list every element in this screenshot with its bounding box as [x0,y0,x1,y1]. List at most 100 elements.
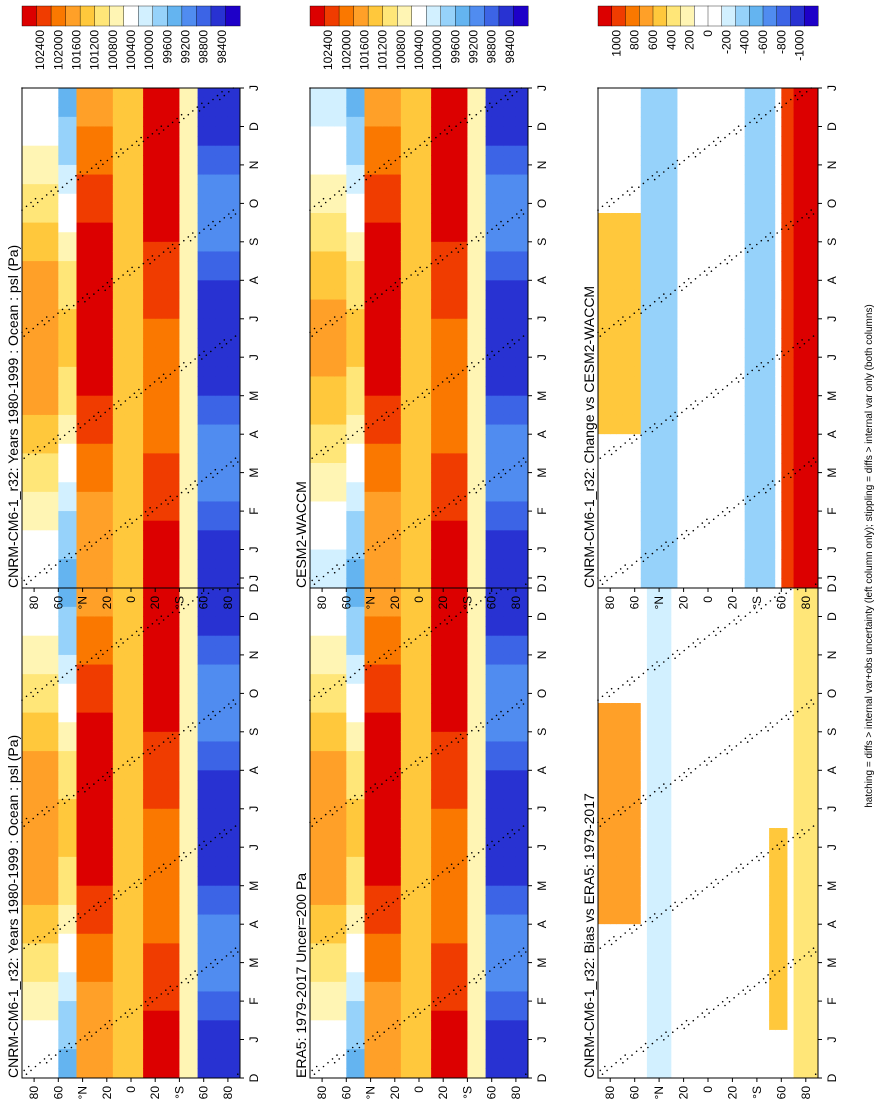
heatmap-cell [76,799,84,810]
heatmap-cell [412,1001,420,1012]
heatmap-cell [610,703,617,714]
heatmap-cell [455,847,462,858]
heatmap-cell [461,904,468,916]
heatmap-cell [358,760,365,771]
heatmap-cell [155,866,162,877]
heatmap-cell [388,972,396,983]
heatmap-cell [388,933,396,944]
heatmap-cell [497,972,505,983]
heatmap-cell [22,895,29,906]
heatmap-cell [52,924,59,935]
heatmap-cell [64,914,71,925]
heatmap-cell [646,597,654,608]
heatmap-cell [167,1020,174,1031]
heatmap-cell [52,1068,59,1079]
heatmap-cell [640,645,648,656]
stipple-dot [358,1046,361,1049]
heatmap-cell [76,1068,84,1079]
heatmap-cell [161,597,168,608]
heatmap-cell [131,972,138,983]
heatmap-cell [388,654,396,666]
heatmap-cell [455,962,462,973]
heatmap-cell [161,914,168,925]
heatmap-cell [370,972,378,983]
heatmap-cell [437,674,444,685]
heatmap-cell [179,828,186,839]
heatmap-cell [328,1039,335,1050]
heatmap-cell [209,635,217,646]
heatmap-cell [616,991,623,1002]
heatmap-cell [209,904,217,916]
heatmap-cell [28,837,35,848]
heatmap-cell [58,828,65,839]
heatmap-cell [118,914,126,925]
heatmap-cell [131,837,138,848]
heatmap-cell [443,1068,450,1079]
heatmap-cell [310,876,317,887]
heatmap-cell [167,904,174,916]
heatmap-cell [400,914,408,925]
stipple-dot [518,829,520,831]
heatmap-cell [310,1029,317,1041]
heatmap-cell [659,904,666,916]
heatmap-cell [598,1049,605,1060]
heatmap-cell [28,693,35,704]
heatmap-cell [58,837,65,848]
heatmap-cell [203,856,211,867]
heatmap-cell [161,616,168,627]
heatmap-cell [310,722,317,733]
heatmap-cell [137,808,144,819]
heatmap-cell [106,1039,114,1050]
heatmap-cell [310,664,317,675]
heatmap-cell [209,1010,217,1021]
heatmap-cell [449,616,456,627]
heatmap-cell [616,1029,623,1041]
heatmap-cell [604,779,611,791]
heatmap-cell [203,1068,211,1079]
heatmap-cell [310,904,317,916]
heatmap-cell [76,876,84,887]
heatmap-cell [161,645,168,656]
heatmap-cell [425,943,432,954]
heatmap-cell [112,587,120,598]
heatmap-cell [155,981,162,992]
heatmap-cell [497,847,505,858]
heatmap-cell [394,683,402,694]
heatmap-cell [106,760,114,771]
heatmap-cell [604,914,611,925]
heatmap-cell [491,943,499,954]
stipple-dot [342,676,345,678]
heatmap-cell [382,895,390,906]
heatmap-cell [167,654,174,666]
heatmap-cell [40,818,47,829]
heatmap-cell [328,904,335,916]
heatmap-cell [221,1010,229,1021]
heatmap-cell [515,1068,523,1079]
heatmap-cell [100,606,108,617]
heatmap-cell [604,895,611,906]
heatmap-cell [610,616,617,627]
heatmap-cell [455,741,462,752]
heatmap-cell [521,693,529,704]
heatmap-cell [376,616,384,627]
heatmap-cell [400,981,408,992]
heatmap-cell [185,664,193,675]
heatmap-cell [203,866,211,877]
heatmap-cell [467,587,474,598]
heatmap-cell [28,856,35,867]
heatmap-cell [346,953,353,964]
stipple-dot [138,756,140,759]
heatmap-cell [497,587,505,598]
stipple-dot [41,687,43,690]
heatmap-cell [646,587,654,598]
heatmap-cell [52,779,59,791]
heatmap-cell [149,597,156,608]
heatmap-cell [179,722,186,733]
heatmap-cell [64,626,71,637]
heatmap-cell [346,606,353,617]
heatmap-cell [40,847,47,858]
heatmap-cell [425,818,432,829]
heatmap-cell [616,943,623,954]
heatmap-cell [191,1049,199,1060]
heatmap-cell [316,741,323,752]
